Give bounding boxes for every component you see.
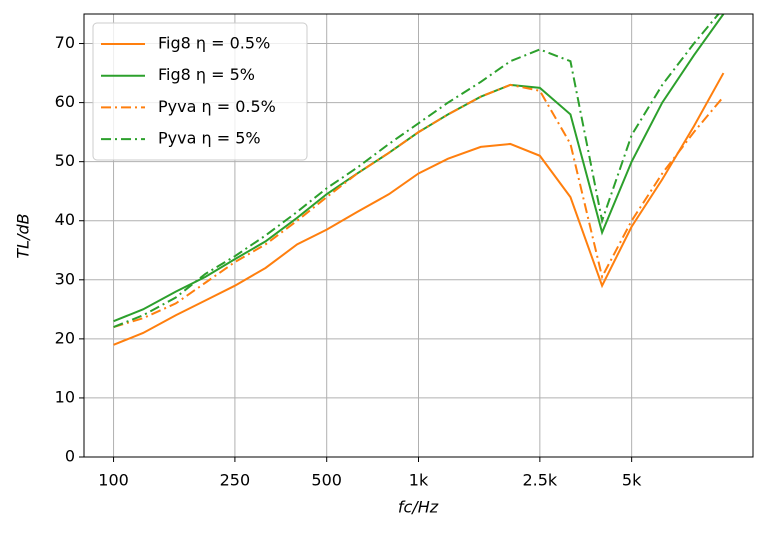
x-tick-label: 100 bbox=[98, 471, 129, 490]
y-axis-label: TL/dB bbox=[14, 213, 33, 258]
x-tick-label: 250 bbox=[220, 471, 251, 490]
legend-label: Fig8 η = 5% bbox=[158, 65, 255, 84]
y-tick-label: 10 bbox=[55, 387, 75, 406]
y-tick-label: 30 bbox=[55, 269, 75, 288]
y-tick-label: 0 bbox=[65, 447, 75, 466]
x-axis-label: fc/Hz bbox=[398, 498, 439, 517]
x-tick-label: 1k bbox=[409, 471, 429, 490]
x-tick-label: 2.5k bbox=[522, 471, 557, 490]
x-tick-label: 5k bbox=[622, 471, 642, 490]
y-tick-label: 60 bbox=[55, 92, 75, 111]
plot-frame bbox=[83, 13, 754, 458]
y-tick-label: 50 bbox=[55, 151, 75, 170]
y-tick-label: 70 bbox=[55, 33, 75, 52]
y-tick-label: 40 bbox=[55, 210, 75, 229]
x-tick-label: 500 bbox=[311, 471, 342, 490]
series-line bbox=[113, 14, 720, 328]
legend: Fig8 η = 0.5% Fig8 η = 5% Pyva η = 0.5% Pyv… bbox=[92, 22, 308, 161]
series-line bbox=[113, 83, 725, 329]
y-tick-label: 20 bbox=[55, 328, 75, 347]
plot-lines bbox=[113, 14, 725, 346]
legend-box bbox=[92, 22, 308, 161]
series-line bbox=[113, 72, 725, 346]
legend-label: Pyva η = 5% bbox=[158, 129, 261, 148]
legend-label: Pyva η = 0.5% bbox=[158, 97, 276, 116]
legend-label: Fig8 η = 0.5% bbox=[158, 34, 270, 53]
